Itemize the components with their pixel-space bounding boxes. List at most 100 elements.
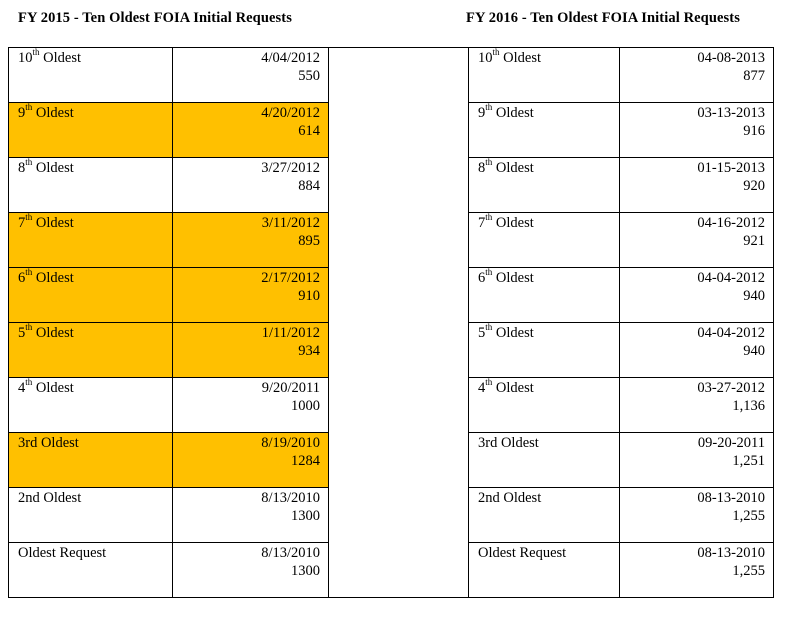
request-date: 09-20-2011 xyxy=(697,435,765,451)
fy2015-value-cell: 8/19/2010 1284 xyxy=(172,432,329,488)
days-pending: 550 xyxy=(298,68,320,84)
rank-label: 2nd Oldest xyxy=(18,490,82,506)
fy2016-value-cell: 08-13-2010 1,255 xyxy=(619,487,774,543)
fy2016-value-cell: 04-04-2012 940 xyxy=(619,267,774,323)
fy2016-rank-cell: 3rd Oldest xyxy=(468,432,620,488)
days-pending: 1,255 xyxy=(732,508,765,524)
fy2015-value-cell: 3/11/2012 895 xyxy=(172,212,329,268)
column-spacer xyxy=(328,212,469,268)
table-row: 6th Oldest 2/17/2012 910 6th Oldest 04-0… xyxy=(8,267,774,323)
fy2016-value-cell: 04-04-2012 940 xyxy=(619,322,774,378)
column-spacer xyxy=(328,542,469,598)
fy2015-rank-cell: 10th Oldest xyxy=(8,47,173,103)
fy2015-value-cell: 4/04/2012 550 xyxy=(172,47,329,103)
fy2015-value-cell: 9/20/2011 1000 xyxy=(172,377,329,433)
column-spacer xyxy=(328,487,469,543)
days-pending: 1,136 xyxy=(732,398,765,414)
days-pending: 884 xyxy=(298,178,320,194)
fy2016-value-cell: 04-08-2013 877 xyxy=(619,47,774,103)
days-pending: 1,251 xyxy=(732,453,765,469)
request-date: 4/20/2012 xyxy=(261,105,320,121)
table-row: 4th Oldest 9/20/2011 1000 4th Oldest 03-… xyxy=(8,377,774,433)
fy2016-rank-cell: 5th Oldest xyxy=(468,322,620,378)
oldest-requests-table: 10th Oldest 4/04/2012 550 10th Oldest 04… xyxy=(8,47,774,598)
request-date: 9/20/2011 xyxy=(261,380,320,396)
request-date: 2/17/2012 xyxy=(261,270,320,286)
rank-label: 8th Oldest xyxy=(478,157,534,176)
fy2015-value-cell: 2/17/2012 910 xyxy=(172,267,329,323)
days-pending: 1284 xyxy=(291,453,320,469)
rank-label: 6th Oldest xyxy=(478,267,534,286)
fy2016-value-cell: 08-13-2010 1,255 xyxy=(619,542,774,598)
request-date: 04-08-2013 xyxy=(697,50,765,66)
fy2015-value-cell: 3/27/2012 884 xyxy=(172,157,329,213)
column-spacer xyxy=(328,102,469,158)
fy2016-value-cell: 01-15-2013 920 xyxy=(619,157,774,213)
fy2016-rank-cell: 8th Oldest xyxy=(468,157,620,213)
request-date: 3/11/2012 xyxy=(261,215,320,231)
request-date: 4/04/2012 xyxy=(261,50,320,66)
fy2016-rank-cell: 6th Oldest xyxy=(468,267,620,323)
fy2015-rank-cell: 3rd Oldest xyxy=(8,432,173,488)
fy2016-rank-cell: 7th Oldest xyxy=(468,212,620,268)
rank-label: 5th Oldest xyxy=(478,322,534,341)
fy2015-rank-cell: 2nd Oldest xyxy=(8,487,173,543)
rank-label: 6th Oldest xyxy=(18,267,74,286)
rank-label: Oldest Request xyxy=(478,545,567,561)
days-pending: 1000 xyxy=(291,398,320,414)
days-pending: 1300 xyxy=(291,563,320,579)
request-date: 03-13-2013 xyxy=(697,105,765,121)
table-row: 3rd Oldest 8/19/2010 1284 3rd Oldest 09-… xyxy=(8,432,774,488)
days-pending: 921 xyxy=(743,233,765,249)
fy2015-rank-cell: 4th Oldest xyxy=(8,377,173,433)
fy2016-value-cell: 03-13-2013 916 xyxy=(619,102,774,158)
column-spacer xyxy=(328,157,469,213)
fy2015-rank-cell: 8th Oldest xyxy=(8,157,173,213)
days-pending: 877 xyxy=(743,68,765,84)
fy2015-value-cell: 1/11/2012 934 xyxy=(172,322,329,378)
rank-label: 4th Oldest xyxy=(478,377,534,396)
fy2016-rank-cell: 2nd Oldest xyxy=(468,487,620,543)
fy2015-rank-cell: 6th Oldest xyxy=(8,267,173,323)
fy2016-rank-cell: 4th Oldest xyxy=(468,377,620,433)
fy2016-value-cell: 03-27-2012 1,136 xyxy=(619,377,774,433)
table-row: 8th Oldest 3/27/2012 884 8th Oldest 01-1… xyxy=(8,157,774,213)
rank-label: 10th Oldest xyxy=(18,47,81,66)
request-date: 03-27-2012 xyxy=(697,380,765,396)
request-date: 08-13-2010 xyxy=(697,490,765,506)
fy2016-rank-cell: 10th Oldest xyxy=(468,47,620,103)
request-date: 04-04-2012 xyxy=(697,270,765,286)
rank-label: 3rd Oldest xyxy=(18,435,79,451)
days-pending: 910 xyxy=(298,288,320,304)
column-spacer xyxy=(328,377,469,433)
table-row: 7th Oldest 3/11/2012 895 7th Oldest 04-1… xyxy=(8,212,774,268)
rank-label: 4th Oldest xyxy=(18,377,74,396)
days-pending: 920 xyxy=(743,178,765,194)
rank-label: Oldest Request xyxy=(18,545,107,561)
fy2015-value-cell: 4/20/2012 614 xyxy=(172,102,329,158)
rank-label: 9th Oldest xyxy=(18,102,74,121)
table-row: Oldest Request 8/13/2010 1300 Oldest Req… xyxy=(8,542,774,598)
fy2015-rank-cell: 5th Oldest xyxy=(8,322,173,378)
days-pending: 614 xyxy=(298,123,320,139)
days-pending: 940 xyxy=(743,343,765,359)
request-date: 8/13/2010 xyxy=(261,545,320,561)
fy2016-value-cell: 04-16-2012 921 xyxy=(619,212,774,268)
fy2015-value-cell: 8/13/2010 1300 xyxy=(172,487,329,543)
days-pending: 1300 xyxy=(291,508,320,524)
days-pending: 940 xyxy=(743,288,765,304)
table-row: 10th Oldest 4/04/2012 550 10th Oldest 04… xyxy=(8,47,774,103)
request-date: 04-04-2012 xyxy=(697,325,765,341)
rank-label: 9th Oldest xyxy=(478,102,534,121)
rank-label: 10th Oldest xyxy=(478,47,541,66)
fy2016-rank-cell: Oldest Request xyxy=(468,542,620,598)
rank-label: 7th Oldest xyxy=(18,212,74,231)
request-date: 8/13/2010 xyxy=(261,490,320,506)
fy2016-title: FY 2016 - Ten Oldest FOIA Initial Reques… xyxy=(466,10,740,26)
table-row: 9th Oldest 4/20/2012 614 9th Oldest 03-1… xyxy=(8,102,774,158)
fy2015-title: FY 2015 - Ten Oldest FOIA Initial Reques… xyxy=(18,10,292,26)
column-spacer xyxy=(328,267,469,323)
rank-label: 8th Oldest xyxy=(18,157,74,176)
fy2015-rank-cell: Oldest Request xyxy=(8,542,173,598)
fy2015-rank-cell: 9th Oldest xyxy=(8,102,173,158)
